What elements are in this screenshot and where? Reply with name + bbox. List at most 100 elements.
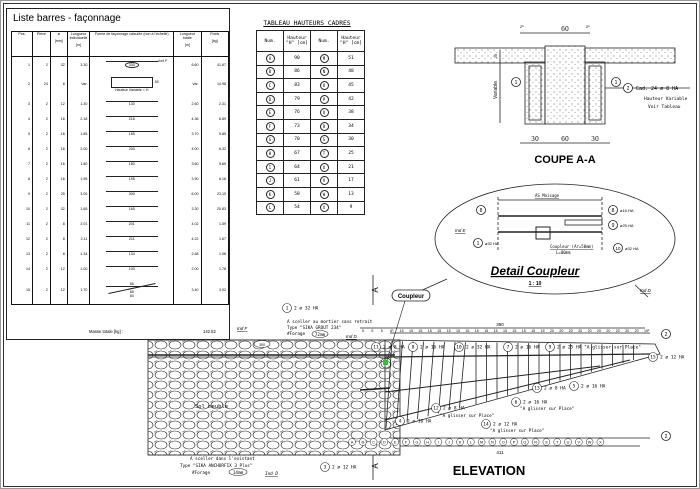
cell-num: X: [310, 200, 338, 216]
frame-letter-circle: [369, 438, 378, 446]
cell-poids: 6.32: [200, 141, 229, 156]
cell-shape: 185: [89, 126, 175, 141]
cell-piece: 2: [31, 126, 51, 141]
cell-dia: 16: [49, 156, 68, 171]
shape-dim: 201: [128, 222, 135, 226]
cell-pos: 10: [11, 201, 33, 216]
callout-number: 6: [515, 400, 518, 406]
cell-poids: 1.78: [200, 261, 229, 276]
table-row: 12 2 8 2.11 211 4.22 1.67: [11, 231, 229, 246]
dim: 50: [154, 80, 159, 84]
col-header: Forme de façonnage calculée (non à l'éch…: [89, 31, 175, 57]
table-row: 7 2 16 1.80 180 3.60 5.69: [11, 156, 229, 171]
spacing-label: 20: [559, 329, 563, 333]
callout-number: 12: [433, 406, 439, 412]
dim: 84: [129, 294, 134, 298]
cell-dia: 16: [49, 126, 68, 141]
detail-mark-text: ø16 HA: [620, 208, 634, 213]
cell-shape: 130: [89, 96, 175, 111]
callout-text: 2 ø 16 HA: [581, 384, 606, 390]
spacing-label: 20: [578, 329, 582, 333]
cell-lt: 4.02: [173, 216, 202, 231]
frame-letter: V: [578, 441, 581, 445]
cell-poids: 5.85: [200, 126, 229, 141]
frame-letter: Q: [319, 108, 329, 118]
frame-letter-circle: [488, 438, 497, 446]
table-row: 4 2 16 2.18 218 4.36 6.89: [11, 111, 229, 126]
coupe-dim-variable: Variable: [493, 81, 499, 99]
cell-pos: 15: [11, 276, 33, 305]
cell-shape: 100: [89, 261, 175, 276]
coupe-mark-2: 2: [627, 86, 630, 92]
frame-letter-circle: [445, 438, 453, 446]
col-header-label: Pos.: [18, 32, 26, 36]
cell-poids: 20.83: [200, 201, 229, 216]
cell-lt: 3.40: [173, 276, 202, 305]
cell-shape: 85 85 84: [89, 276, 175, 305]
spacing-label: 20: [569, 329, 573, 333]
frame-letter: E: [265, 108, 275, 118]
callout-circle: [569, 381, 579, 391]
detail-mark-text: ø32 HA: [485, 241, 499, 246]
frame-letter: R: [319, 121, 329, 131]
callout-number: 1: [286, 306, 289, 312]
frame-letter-circle: [380, 438, 389, 446]
cell-piece: 2: [31, 231, 51, 246]
cell-num: K: [256, 186, 284, 202]
frame-letter-circle: [467, 438, 475, 446]
table-row: K 58 W 13: [256, 186, 365, 202]
detail-as-label: AS Moisage: [535, 193, 560, 198]
beam-left: [524, 61, 546, 125]
frame-letter: O: [502, 441, 505, 445]
table-row: 9 2 25 3.00 300 6.00 23.10: [11, 186, 229, 201]
elev-ind-f: Ind F: [237, 326, 248, 331]
bar-list-title: Liste barres - façonnage: [13, 13, 121, 24]
stirrup-line: [396, 341, 403, 426]
shape-dim: 218: [128, 117, 135, 121]
cell-dia: 16: [49, 141, 68, 156]
frame-letter: P: [319, 94, 329, 104]
cell-piece: 2: [31, 156, 51, 171]
bar-list-table: Pos. Pièce ø [mm] Longueur individuelle [m] Fo…: [11, 31, 229, 305]
section-mark-top: A: [371, 287, 380, 293]
coupe-dim-top: 60: [561, 26, 569, 33]
col-header: Num.: [310, 30, 338, 52]
total-mass-label: Masse totale [kg] :: [89, 329, 123, 334]
spacing-label: 20: [588, 329, 592, 333]
frame-letter: G: [415, 441, 418, 445]
callout-text: 2 ø 12 HA: [332, 465, 357, 471]
elevation-drawing: [147, 275, 671, 480]
slab-right: [584, 47, 676, 64]
callout-circle: [395, 416, 405, 426]
callout-number: 4: [399, 419, 402, 425]
callout-text: 2 ø 25 HA "A glisser sur Place": [557, 345, 641, 351]
callout-number: 9: [549, 345, 552, 351]
table-row: I 64 U 21: [256, 159, 365, 175]
frame-letter: X: [319, 203, 329, 213]
frame-letter: F: [265, 121, 275, 131]
coupe-dim-top-side: 2⁵: [520, 24, 524, 29]
cell-lt: 6.00: [173, 186, 202, 201]
shape-dim: 165: [128, 207, 135, 211]
shape-dim: 195: [128, 177, 135, 181]
bar-callouts: 1 2 ø 32 HA 11 2 ø 8 HA 8 2 ø 16 HA 10 2 ø 32 H…: [282, 303, 685, 472]
note-ind-d: Ind D: [265, 471, 278, 477]
frame-letter-circle: [542, 438, 551, 446]
cell-poids: 1.59: [200, 216, 229, 231]
table-row: 6 2 16 2.00 200 4.00 6.32: [11, 141, 229, 156]
detail-coupler-length: L=80mm: [556, 250, 571, 255]
cell-poids: 6.89: [200, 111, 229, 126]
frame-letter-circle: [575, 438, 583, 446]
cell-piece: 2: [31, 56, 51, 72]
frame-letter-circle: [477, 438, 486, 446]
callout-circle: [503, 342, 513, 352]
cell-poids: 5.69: [200, 156, 229, 171]
cell-piece: 2: [31, 111, 51, 126]
detail-ind-e: Ind E: [455, 228, 467, 233]
frame-letter-circle: [531, 438, 540, 446]
callout-circle: [481, 419, 491, 429]
spacing-label: 15: [465, 329, 469, 333]
note-line: Type "SIKA GROUT 234": [287, 325, 341, 331]
frame-letter: J: [448, 441, 450, 445]
coupler-detail: [399, 183, 676, 301]
